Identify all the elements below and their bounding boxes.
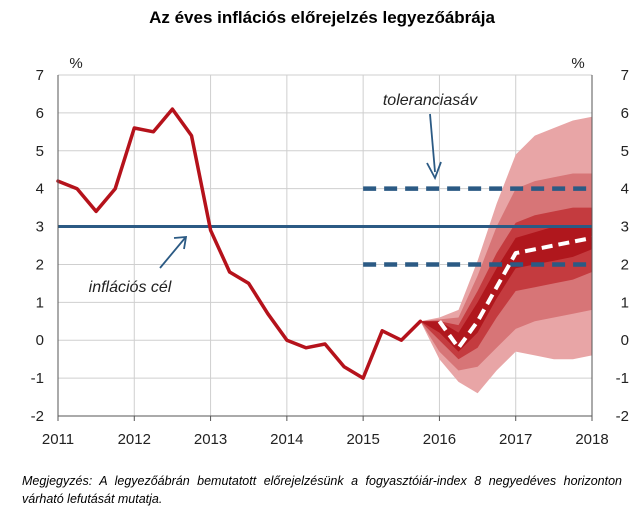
y-tick-label-right: 2 bbox=[621, 256, 629, 273]
y-tick-label-left: 6 bbox=[36, 105, 44, 122]
forecast-central-line bbox=[437, 235, 593, 350]
tolerance-band-annotation: toleranciasáv bbox=[383, 92, 478, 109]
axes bbox=[57, 75, 593, 421]
y-tick-label-right: 7 bbox=[621, 67, 629, 84]
y-tick-label-right: -2 bbox=[616, 408, 629, 425]
annotation-arrow-head bbox=[173, 236, 188, 250]
x-tick-label: 2016 bbox=[423, 431, 456, 448]
y-tick-label-left: 0 bbox=[36, 332, 44, 349]
x-tick-label: 2014 bbox=[270, 431, 303, 448]
labels: -2 -2 -1 -1 0 0 1 1 2 2 3 3 4 4 5 5 6 6 7 7 2011 2012 2013 2014… bbox=[31, 55, 629, 448]
chart-area: -2 -2 -1 -1 0 0 1 1 2 2 3 3 4 4 5 5 6 6 7 7 2011 2012 2013 2014… bbox=[31, 55, 629, 448]
y-unit-right: % bbox=[571, 55, 584, 72]
y-tick-label-left: 3 bbox=[36, 219, 44, 236]
annotation-arrow-shaft bbox=[429, 113, 436, 173]
x-tick-label: 2011 bbox=[42, 431, 74, 448]
x-tick-label: 2015 bbox=[346, 431, 379, 448]
x-tick-label: 2017 bbox=[499, 431, 532, 448]
y-tick-label-right: 1 bbox=[621, 294, 629, 311]
annotation-arrow-head bbox=[426, 161, 442, 181]
note-text: A legyezőábrán bemutatott előrejelzésünk… bbox=[22, 474, 622, 506]
x-tick-label: 2012 bbox=[118, 431, 151, 448]
y-tick-label-left: 2 bbox=[36, 256, 44, 273]
y-unit-left: % bbox=[69, 55, 82, 72]
chart-note: Megjegyzés: A legyezőábrán bemutatott el… bbox=[22, 472, 622, 508]
cpi-series-line bbox=[56, 107, 423, 380]
y-tick-label-left: 5 bbox=[36, 143, 44, 160]
y-tick-label-right: -1 bbox=[616, 370, 629, 387]
y-tick-label-right: 4 bbox=[621, 181, 629, 198]
x-tick-label: 2013 bbox=[194, 431, 227, 448]
chart-title: Az éves inflációs előrejelzés legyezőábr… bbox=[149, 8, 495, 27]
reference-lines bbox=[58, 186, 592, 267]
y-tick-label-left: 4 bbox=[36, 181, 44, 198]
target-annotation: inflációs cél bbox=[89, 279, 172, 296]
y-tick-label-right: 5 bbox=[621, 143, 629, 160]
y-tick-label-right: 3 bbox=[621, 219, 629, 236]
y-tick-label-right: 6 bbox=[621, 105, 629, 122]
y-tick-label-left: -1 bbox=[31, 370, 44, 387]
fan-chart bbox=[420, 116, 592, 394]
annotation-arrow-shaft bbox=[159, 237, 186, 269]
y-tick-label-left: 7 bbox=[36, 67, 44, 84]
y-tick-label-right: 0 bbox=[621, 332, 629, 349]
y-tick-label-left: -2 bbox=[31, 408, 44, 425]
note-label: Megjegyzés: bbox=[22, 474, 93, 488]
x-tick-label: 2018 bbox=[575, 431, 608, 448]
series bbox=[56, 107, 593, 380]
fan-band bbox=[420, 226, 592, 352]
y-tick-label-left: 1 bbox=[36, 294, 44, 311]
